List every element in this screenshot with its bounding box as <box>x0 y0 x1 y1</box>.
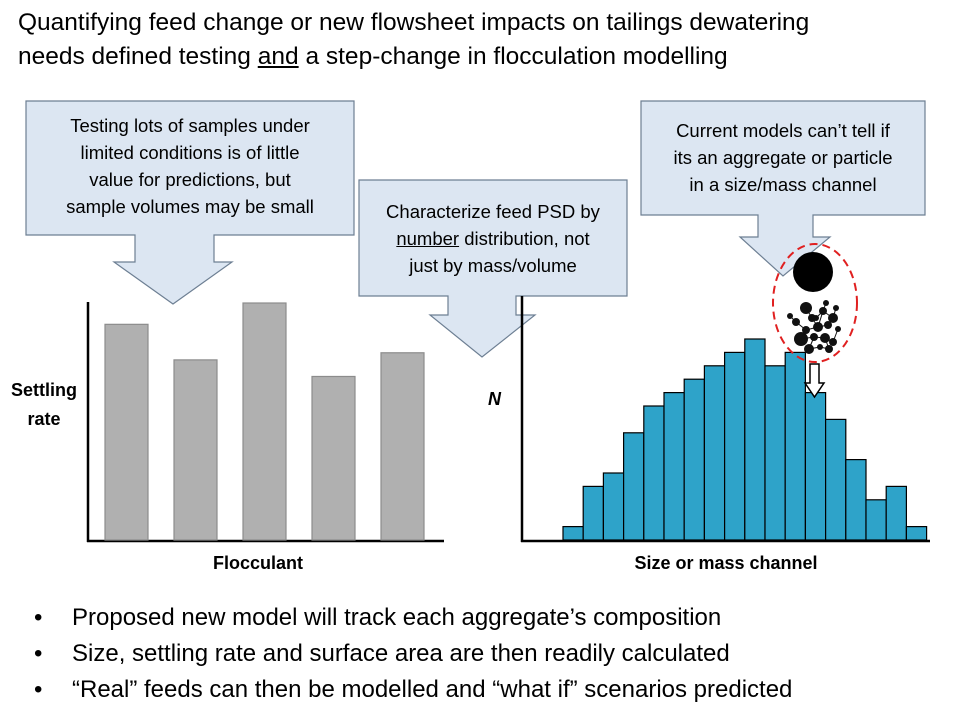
bullet-item: • “Real” feeds can then be modelled and “… <box>34 672 792 708</box>
callout-left: Testing lots of samples under limited co… <box>26 112 354 220</box>
aggregate-link <box>822 302 827 312</box>
aggregate-link <box>817 310 824 328</box>
down-arrow-icon <box>803 363 826 399</box>
histogram-bar <box>905 525 928 541</box>
settling-rate-bar <box>380 352 425 541</box>
aggregate-link <box>795 321 807 331</box>
histogram-bar <box>643 405 665 541</box>
aggregate-link <box>832 328 839 343</box>
histogram-bar <box>602 472 625 541</box>
histogram-bar <box>784 351 807 541</box>
callout-left-line: Testing lots of samples under <box>70 115 310 136</box>
callout-left-line: value for predictions, but <box>89 169 291 190</box>
histogram-bar <box>865 499 887 541</box>
title-line-2-start: needs defined testing <box>18 43 258 70</box>
histogram-bar <box>562 525 584 541</box>
aggregate-link <box>817 324 829 328</box>
aggregate-link <box>808 346 821 350</box>
callout-left-line: limited conditions is of little <box>80 142 300 163</box>
settling-rate-bar <box>173 359 218 541</box>
bullet-text: “Real” feeds can then be modelled and “w… <box>72 676 793 703</box>
title-line-2-end: a step-change in flocculation modelling <box>298 43 728 70</box>
settling-rate-bar <box>104 323 149 541</box>
aggregate-link <box>800 336 815 340</box>
settling-rate-bar <box>242 302 287 541</box>
histogram-bar <box>683 378 706 541</box>
right-chart-x-label: Size or mass channel <box>634 553 818 573</box>
callout-right: Current models can’t tell if its an aggr… <box>641 117 925 198</box>
aggregate-link <box>811 317 819 328</box>
histogram-bar <box>885 485 908 541</box>
bullet-item: • Size, settling rate and surface area ar… <box>34 636 792 672</box>
callout-middle-line: Characterize feed PSD by <box>386 201 600 222</box>
callout-left-line: sample volumes may be small <box>66 196 314 217</box>
callout-left-shape <box>25 100 355 305</box>
aggregate-link <box>832 307 837 319</box>
histogram-bar <box>804 392 827 541</box>
aggregate-link <box>805 307 813 319</box>
settling-rate-bar <box>311 375 356 541</box>
histogram-bar <box>845 459 867 541</box>
aggregate-link <box>822 310 834 319</box>
left-chart-y-label: Settling rate <box>6 376 82 434</box>
aggregate-cluster-icon <box>787 300 841 354</box>
bullet-item: • Proposed new model will track each aggr… <box>34 600 792 636</box>
histogram-bar <box>582 485 605 541</box>
aggregate-link <box>819 346 830 350</box>
callout-middle-shape <box>358 179 628 358</box>
histogram-bar <box>744 338 766 541</box>
bullet-list: • Proposed new model will track each aggr… <box>34 600 792 708</box>
aggregate-link <box>815 310 824 319</box>
bullet-icon: • <box>34 640 43 667</box>
left-chart-y-label-text: Settling rate <box>11 380 77 429</box>
aggregate-link <box>824 337 834 343</box>
left-chart-bars <box>104 302 425 541</box>
bullet-icon: • <box>34 604 43 631</box>
slide-title: Quantifying feed change or new flowsheet… <box>18 6 948 74</box>
aggregate-link <box>827 317 834 326</box>
histogram-bar <box>723 351 746 541</box>
callout-middle-line: number distribution, not <box>359 225 627 252</box>
left-chart-x-label: Flocculant <box>212 553 303 573</box>
aggregate-link <box>800 329 807 340</box>
histogram-bar <box>703 365 726 541</box>
bullet-text: Proposed new model will track each aggre… <box>72 604 722 631</box>
right-chart-y-label: N <box>488 389 501 409</box>
aggregate-link <box>789 315 797 323</box>
title-emphasis: and <box>257 43 299 70</box>
aggregate-link <box>813 336 826 339</box>
callout-right-line: its an aggregate or particle <box>673 147 893 168</box>
histogram-bar <box>764 365 786 541</box>
title-line-2: needs defined testing and a step-change … <box>18 40 948 74</box>
callout-right-line: in a size/mass channel <box>689 174 877 195</box>
callout-middle-line-rest: distribution, not <box>459 228 590 249</box>
histogram-bar <box>622 432 645 541</box>
callout-right-line: Current models can’t tell if <box>676 120 890 141</box>
title-line-1: Quantifying feed change or new flowsheet… <box>18 9 810 36</box>
highlight-ellipse <box>772 243 858 363</box>
callout-middle: Characterize feed PSD by number distribu… <box>359 198 627 279</box>
aggregate-link <box>824 337 830 350</box>
aggregate-link <box>805 326 819 331</box>
callout-middle-emphasis: number <box>396 228 460 249</box>
bullet-icon: • <box>34 676 43 703</box>
single-particle-icon <box>793 252 833 292</box>
aggregate-link <box>808 336 815 350</box>
histogram-bar <box>663 392 685 541</box>
histogram-bar <box>824 418 847 541</box>
callout-middle-line: just by mass/volume <box>409 255 577 276</box>
right-chart-histogram-bars <box>562 338 928 541</box>
bullet-text: Size, settling rate and surface area are… <box>72 640 730 667</box>
